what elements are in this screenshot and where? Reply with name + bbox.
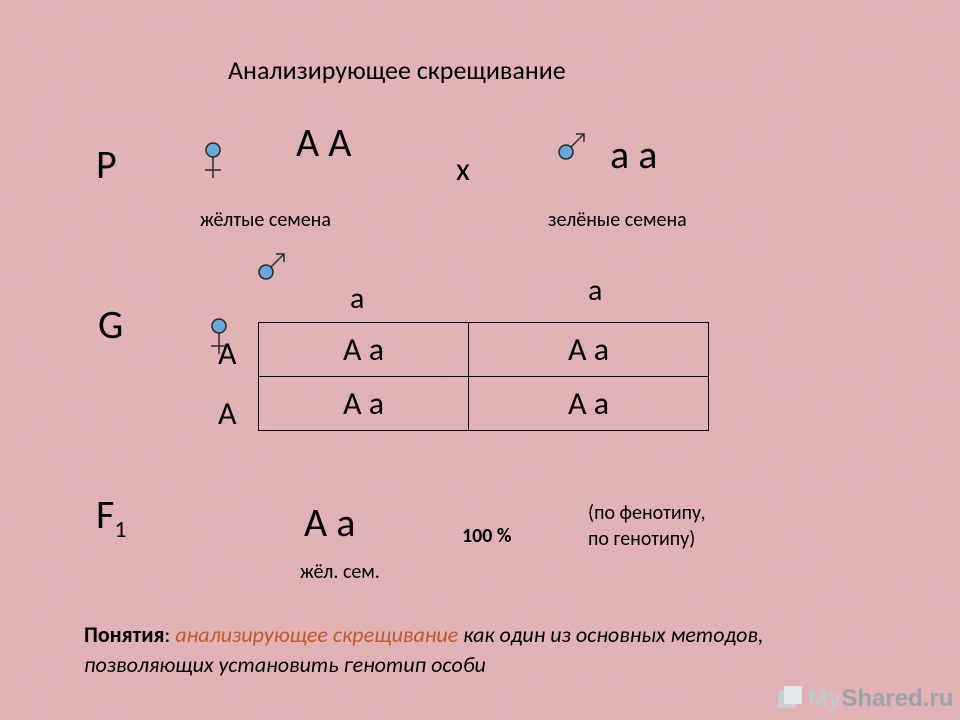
- f1-percent: 100 %: [462, 524, 512, 548]
- g-row-header-1: А: [218, 394, 237, 433]
- p-cross-symbol: х: [456, 150, 470, 189]
- footer-highlight: анализирующее скрещивание: [175, 621, 458, 648]
- female-symbol-p: [198, 138, 228, 184]
- f1-genotype: А а: [304, 498, 355, 547]
- male-symbol-g: [252, 246, 292, 286]
- p-parent1-phenotype: жёлтые семена: [200, 208, 331, 232]
- f1-label-main: F: [96, 490, 114, 539]
- p-parent2-phenotype: зелёные семена: [548, 208, 687, 232]
- g-row-header-0: А: [218, 334, 237, 373]
- slide-title: Анализирующее скрещивание: [228, 54, 566, 86]
- watermark: MyShared.ru: [774, 680, 954, 716]
- male-symbol-p: [552, 126, 592, 166]
- footer-rest1: как один из основных методов,: [458, 621, 763, 648]
- g-col-header-0: а: [350, 280, 364, 317]
- f1-note: (по фенотипу, по генотипу): [588, 500, 706, 552]
- footer-rest2: позволяющих установить генотип особи: [84, 651, 486, 678]
- f1-label: F1: [96, 490, 127, 544]
- p-parent2-genotype: а а: [610, 130, 657, 179]
- punnett-cell-0-0: А а: [259, 323, 469, 377]
- footer-colon: :: [164, 621, 175, 648]
- p-label: Р: [96, 140, 117, 189]
- punnett-cell-0-1: А а: [469, 323, 709, 377]
- punnett-cell-1-1: А а: [469, 377, 709, 431]
- f1-label-sub: 1: [114, 515, 126, 544]
- footer-prefix: Понятия: [84, 621, 164, 648]
- f1-phenotype: жёл. сем.: [300, 560, 380, 584]
- punnett-square: А а А а А а А а: [258, 322, 709, 431]
- f1-note-line1: (по фенотипу,: [588, 500, 706, 526]
- punnett-cell-1-0: А а: [259, 377, 469, 431]
- footer-text: Понятия: анализирующее скрещивание как о…: [84, 620, 904, 679]
- p-parent1-genotype: А А: [296, 118, 351, 167]
- g-label: G: [98, 300, 123, 349]
- svg-text:MyShared.ru: MyShared.ru: [808, 685, 953, 712]
- f1-note-line2: по генотипу): [588, 526, 706, 552]
- g-col-header-1: а: [588, 272, 602, 309]
